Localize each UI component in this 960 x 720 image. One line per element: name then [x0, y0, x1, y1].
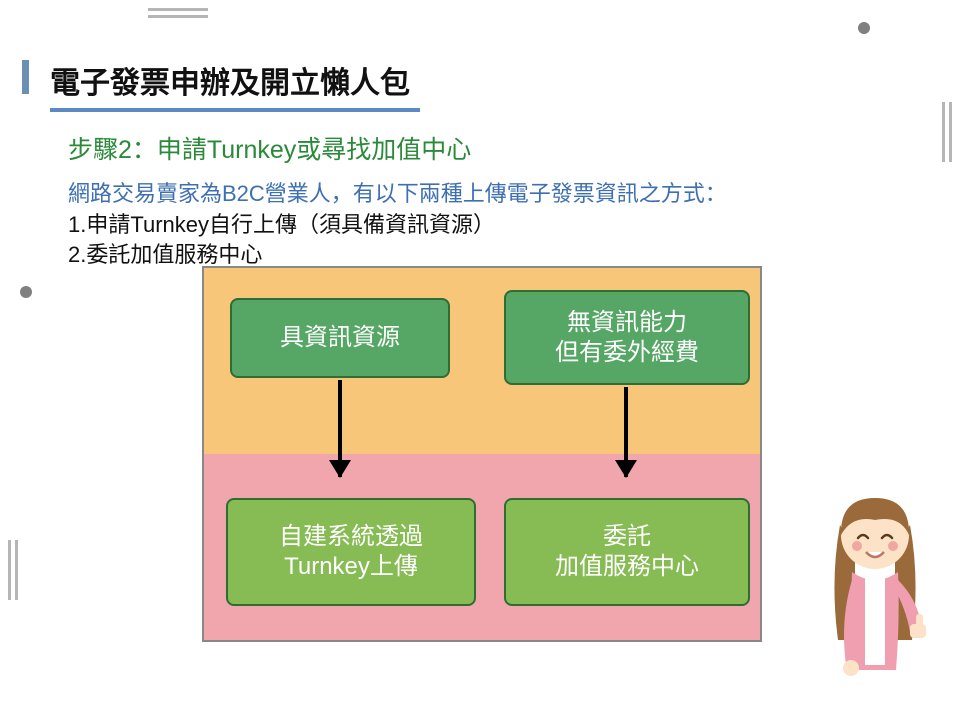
flow-diagram: 具資訊資源無資訊能力但有委外經費自建系統透過Turnkey上傳委託加值服務中心 — [202, 266, 762, 642]
flow-arrow — [338, 380, 342, 477]
flow-node-delegate: 委託加值服務中心 — [504, 498, 750, 606]
deco-dot — [20, 286, 32, 298]
deco-line — [942, 102, 945, 162]
title-accent — [22, 60, 29, 94]
step-title: 步驟2：申請Turnkey或尋找加值中心 — [68, 130, 910, 166]
title-underline — [50, 108, 420, 112]
flow-node-has-resource: 具資訊資源 — [230, 298, 450, 378]
deco-line — [148, 15, 208, 18]
deco-line — [15, 540, 18, 600]
page-title: 電子發票申辦及開立懶人包 — [50, 58, 910, 102]
deco-line — [148, 8, 208, 11]
intro-item-2: 2.委託加值服務中心 — [68, 240, 910, 270]
flow-arrow — [624, 387, 628, 477]
deco-dot — [858, 22, 870, 34]
deco-line — [949, 102, 952, 162]
intro-item-1: 1.申請Turnkey自行上傳（須具備資訊資源） — [68, 210, 910, 240]
character-illustration — [810, 480, 940, 690]
flow-node-self-upload: 自建系統透過Turnkey上傳 — [226, 498, 476, 606]
deco-line — [8, 540, 11, 600]
flow-node-no-resource: 無資訊能力但有委外經費 — [504, 290, 750, 385]
slide: 電子發票申辦及開立懶人包 步驟2：申請Turnkey或尋找加值中心 網路交易賣家… — [0, 0, 960, 720]
intro-text: 網路交易賣家為B2C營業人，有以下兩種上傳電子發票資訊之方式： — [68, 176, 910, 208]
